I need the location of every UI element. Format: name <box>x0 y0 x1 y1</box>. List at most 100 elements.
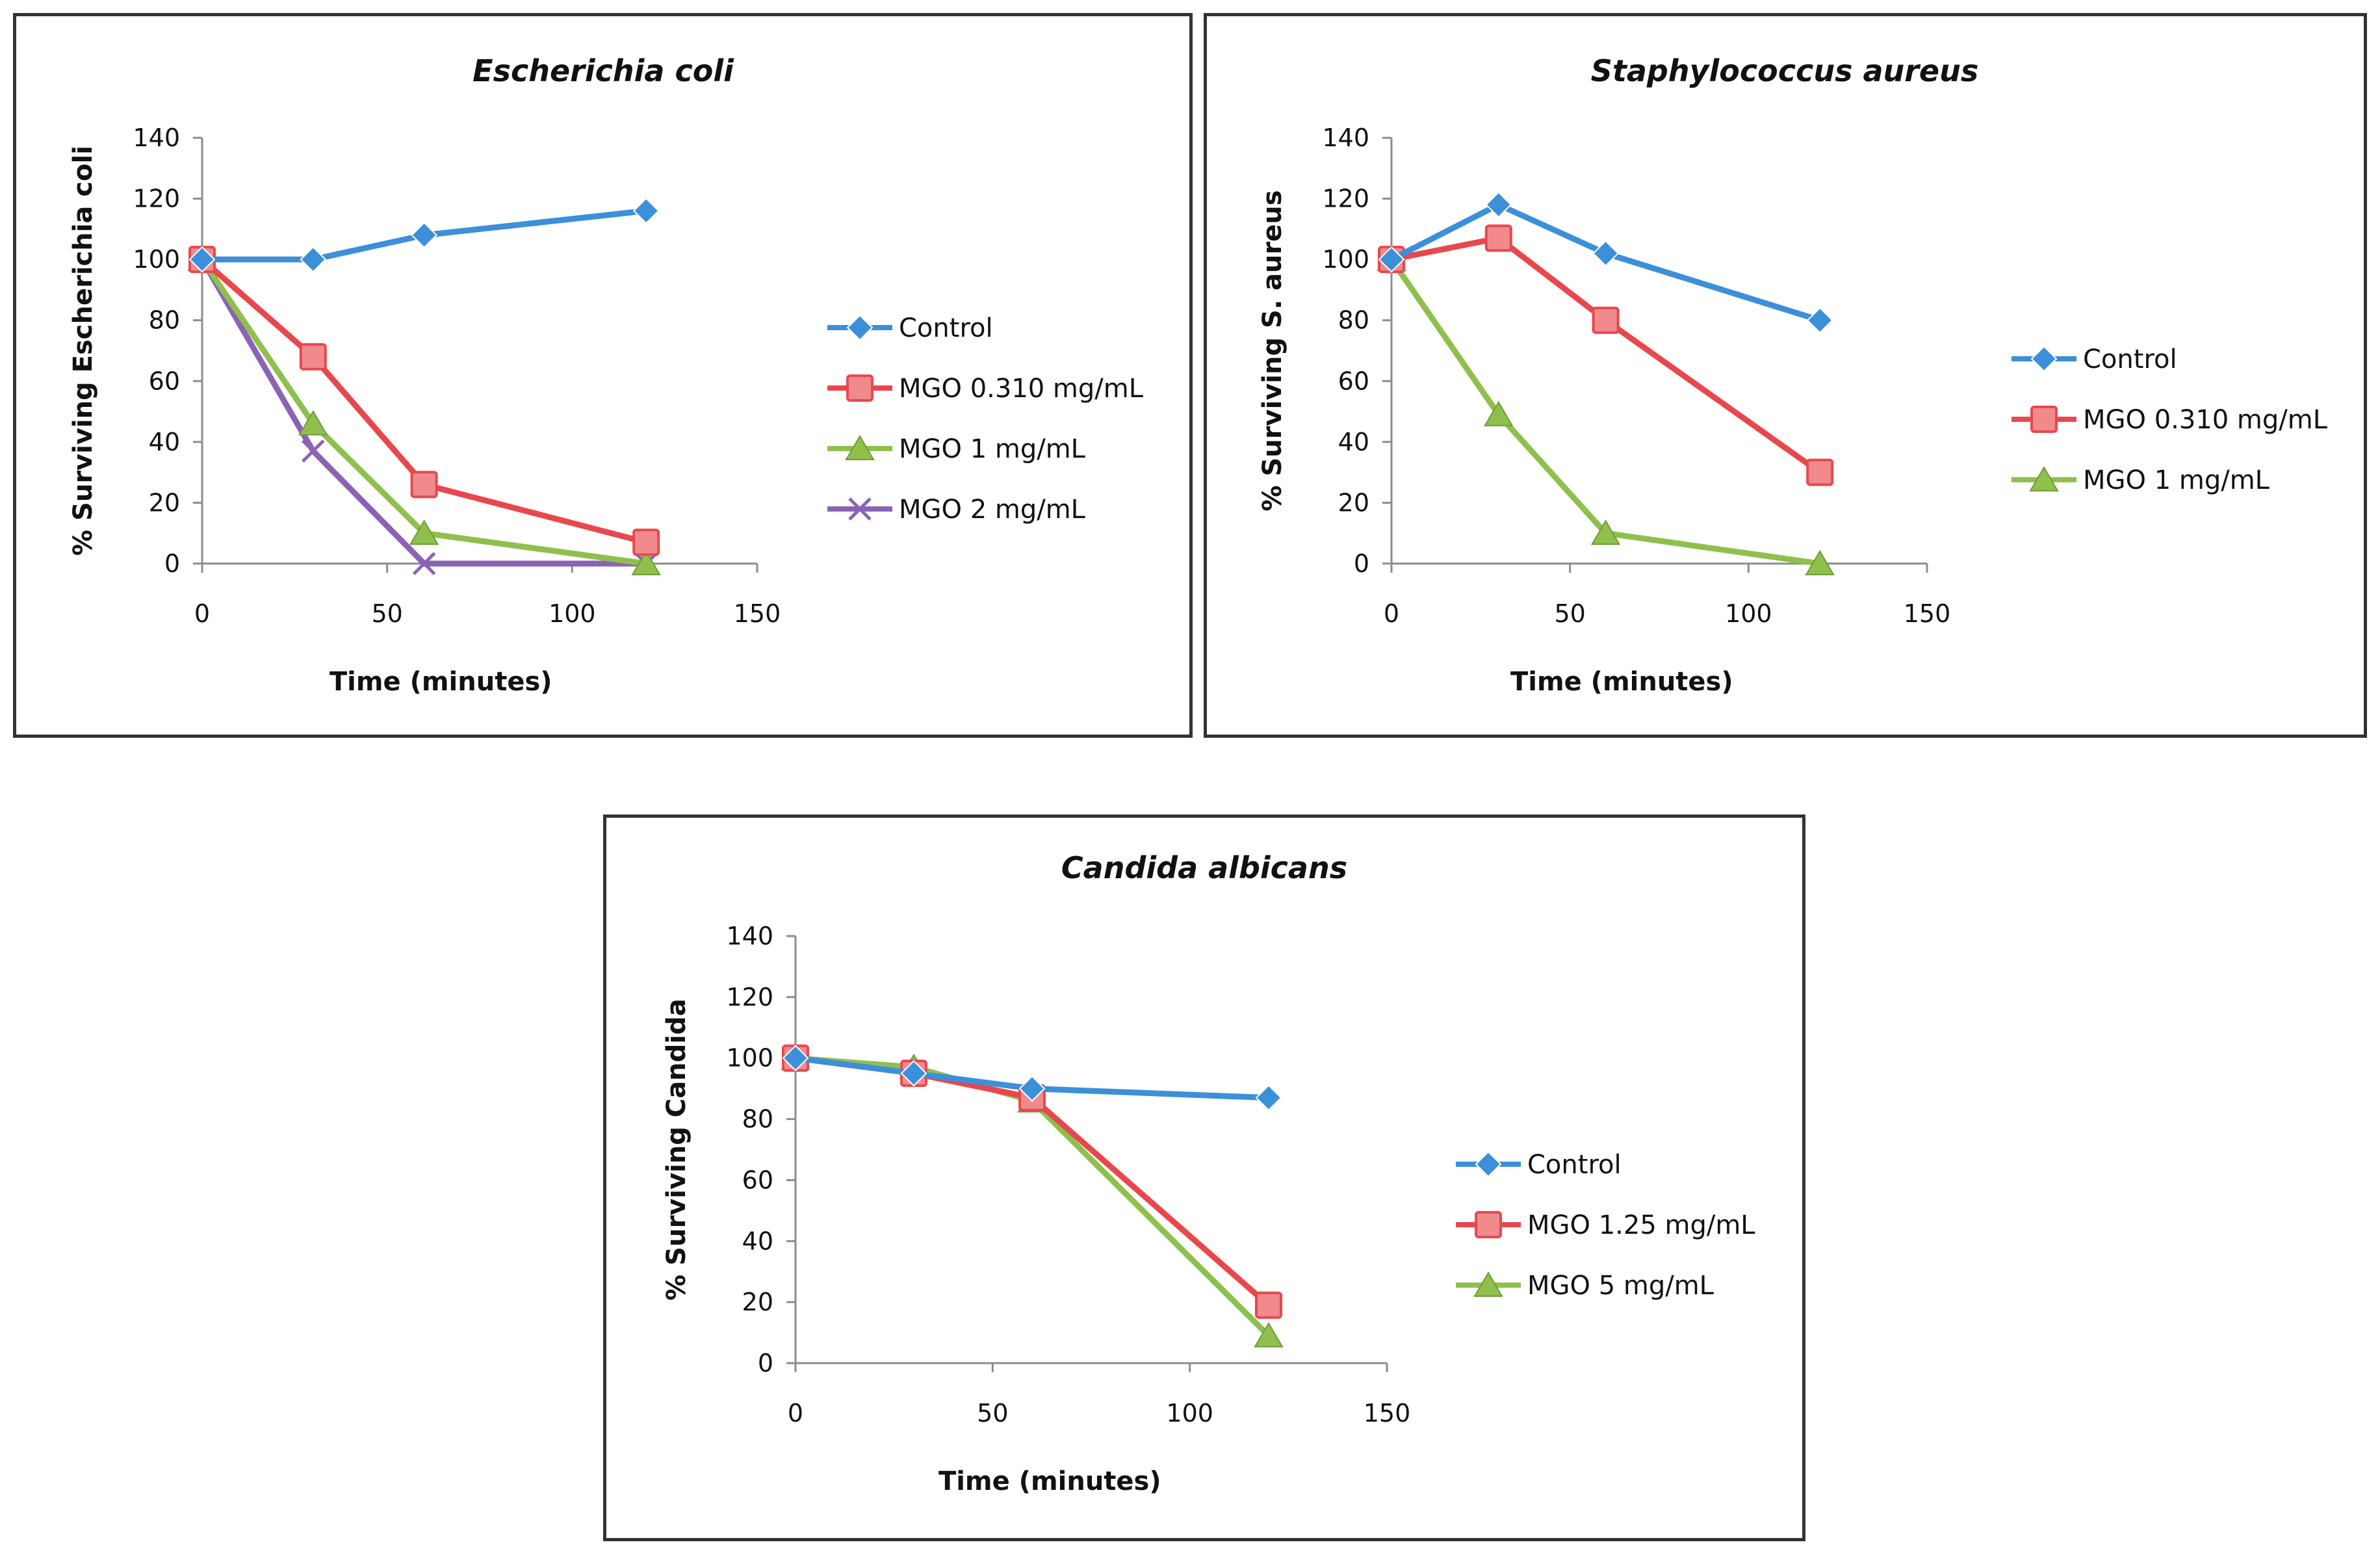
y-tick-label: 40 <box>742 1227 773 1255</box>
data-point-b <box>302 439 325 463</box>
data-point <box>1592 306 1620 334</box>
data-point <box>188 246 216 273</box>
x-axis-label: Time (minutes) <box>1510 667 1733 697</box>
y-tick-label: 60 <box>742 1166 773 1194</box>
legend-swatch-marker <box>2029 466 2059 491</box>
data-point <box>300 246 327 273</box>
data-point <box>1255 1291 1282 1319</box>
series-0 <box>782 1045 1282 1112</box>
legend-item: Control <box>827 313 993 343</box>
legend-item: MGO 1 mg/mL <box>2011 465 2270 495</box>
chart-panel-candida: Candida albicans 0 20 40 60 80 100 120 140 0 50 100… <box>603 815 1805 1541</box>
y-tick-label: 20 <box>149 488 180 517</box>
data-point <box>1484 400 1514 426</box>
x-tick-label: 0 <box>1384 599 1399 628</box>
data-point <box>1590 519 1621 545</box>
data-point <box>298 410 328 436</box>
chart-title: Candida albicans <box>1061 850 1347 885</box>
x-tick-label: 50 <box>977 1399 1008 1427</box>
y-tick-label: 20 <box>1338 488 1369 517</box>
y-tick-label: 100 <box>726 1044 773 1073</box>
legend-swatch-marker <box>2030 345 2058 372</box>
legend-swatch-marker <box>2030 406 2058 433</box>
data-point <box>1806 458 1834 486</box>
data-point <box>1378 246 1405 273</box>
series-0 <box>188 197 660 273</box>
legend-item: MGO 0.310 mg/mL <box>827 374 1144 404</box>
legend-item: MGO 2 mg/mL <box>827 495 1086 525</box>
data-point <box>409 519 439 545</box>
legend-label: MGO 1.25 mg/mL <box>1527 1210 1755 1240</box>
legend-label: MGO 0.310 mg/mL <box>2083 405 2328 435</box>
data-point <box>632 197 660 224</box>
y-tick-label: 80 <box>149 306 180 335</box>
series-0 <box>1378 191 1833 334</box>
x-tick-label: 150 <box>1364 1399 1411 1427</box>
chart-svg-candida: Candida albicans 0 20 40 60 80 100 120 140 0 50 100… <box>662 850 1755 1496</box>
data-point <box>1255 1084 1282 1112</box>
legend-swatch-marker <box>1475 1211 1502 1238</box>
y-tick-label: 120 <box>1322 185 1369 213</box>
series-line <box>199 207 649 263</box>
x-tick-label: 100 <box>1166 1399 1213 1427</box>
y-tick-label: 0 <box>164 549 180 578</box>
legend-item: MGO 1.25 mg/mL <box>1456 1210 1755 1240</box>
data-point <box>299 343 327 371</box>
legend-item: Control <box>1456 1150 1622 1180</box>
series-line <box>199 256 649 545</box>
legend-label: MGO 1 mg/mL <box>899 434 1086 464</box>
y-tick-label: 80 <box>1338 306 1369 335</box>
legend-swatch-marker-b <box>848 497 872 521</box>
data-point <box>782 1045 809 1072</box>
legend-item: MGO 5 mg/mL <box>1456 1271 1714 1301</box>
y-tick-label: 80 <box>742 1105 773 1134</box>
data-point <box>410 471 438 499</box>
x-tick-label: 50 <box>1554 599 1585 628</box>
data-point <box>631 550 661 575</box>
legend-swatch-marker <box>846 314 873 341</box>
data-point <box>411 222 438 249</box>
legend-label: MGO 5 mg/mL <box>1527 1271 1714 1301</box>
series-line <box>1388 202 1823 324</box>
x-tick-label: 0 <box>194 599 210 628</box>
x-tick-label: 100 <box>1725 599 1772 628</box>
legend-label: MGO 1 mg/mL <box>2083 465 2270 495</box>
legend-item: MGO 1 mg/mL <box>827 434 1086 464</box>
legend-swatch-marker <box>848 497 872 521</box>
y-tick-label: 120 <box>726 983 773 1011</box>
y-axis-label: % Surviving Escherichia coli <box>68 146 98 556</box>
chart-panel-ecoli: Escherichia coli 0 20 40 60 80 100 120 140 0 50 100… <box>13 13 1193 738</box>
series-line <box>792 1055 1272 1101</box>
legend-item: Control <box>2011 345 2177 374</box>
x-tick-label: 150 <box>734 599 781 628</box>
data-point <box>1484 224 1512 252</box>
y-tick-label: 20 <box>742 1288 773 1316</box>
y-tick-label: 0 <box>758 1349 773 1377</box>
data-point <box>412 552 436 575</box>
series-line <box>199 256 649 567</box>
y-axis-label: % Surviving Candida <box>662 998 692 1300</box>
data-point <box>1805 550 1835 575</box>
series-line <box>199 256 649 567</box>
data-point <box>1806 307 1833 334</box>
data-point <box>1592 240 1620 267</box>
series-2 <box>1377 246 1835 575</box>
data-point-b <box>412 552 436 575</box>
y-tick-label: 40 <box>1338 428 1369 456</box>
series-line <box>1388 256 1823 567</box>
x-tick-label: 150 <box>1904 599 1951 628</box>
data-point <box>302 439 325 463</box>
y-tick-label: 120 <box>133 185 180 213</box>
legend-label: MGO 2 mg/mL <box>899 495 1086 525</box>
y-tick-label: 60 <box>1338 367 1369 395</box>
y-axis-label: % Surviving S. aureus <box>1258 190 1287 511</box>
y-tick-label: 100 <box>1322 245 1369 274</box>
series-line <box>1388 235 1823 476</box>
x-tick-label: 100 <box>549 599 596 628</box>
legend-swatch-marker <box>846 374 873 402</box>
legend-label: MGO 0.310 mg/mL <box>899 374 1144 404</box>
y-tick-label: 140 <box>1322 124 1369 152</box>
chart-svg-saureus: Staphylococcus aureus 0 20 40 60 80 100 120 140 0… <box>1258 53 2328 697</box>
chart-title: Escherichia coli <box>472 53 734 88</box>
legend-swatch-marker <box>845 435 875 460</box>
